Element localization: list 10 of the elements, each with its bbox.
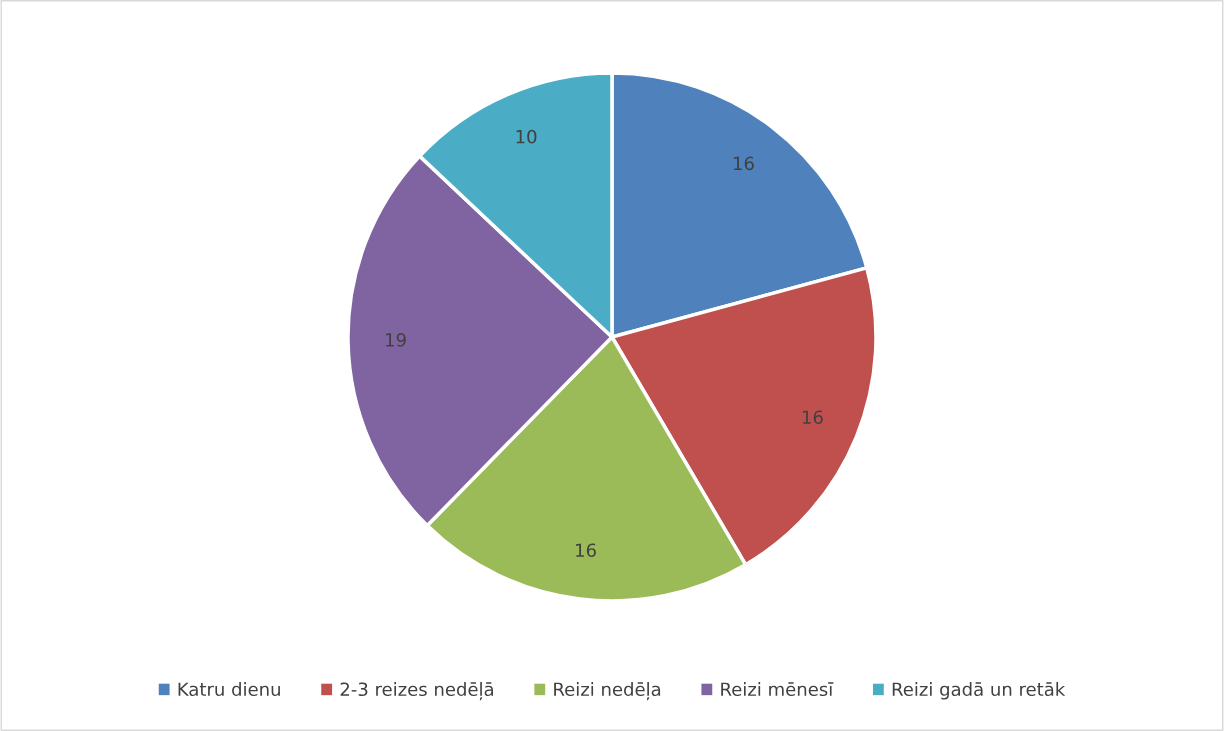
- legend-label: 2-3 reizes nedēļā: [340, 682, 493, 701]
- data-label: 16: [576, 543, 596, 558]
- data-label: 16: [733, 156, 754, 171]
- legend-label: Reizi nedēļa: [554, 682, 661, 701]
- legend-label: Reizi gadā un retāk: [892, 682, 1066, 700]
- data-label: 10: [516, 129, 537, 144]
- legend-label: Katru dienu: [178, 682, 280, 697]
- data-label: 19: [386, 333, 406, 347]
- data-label: 16: [802, 410, 823, 425]
- legend-label: Reizi mēnesī: [721, 682, 834, 697]
